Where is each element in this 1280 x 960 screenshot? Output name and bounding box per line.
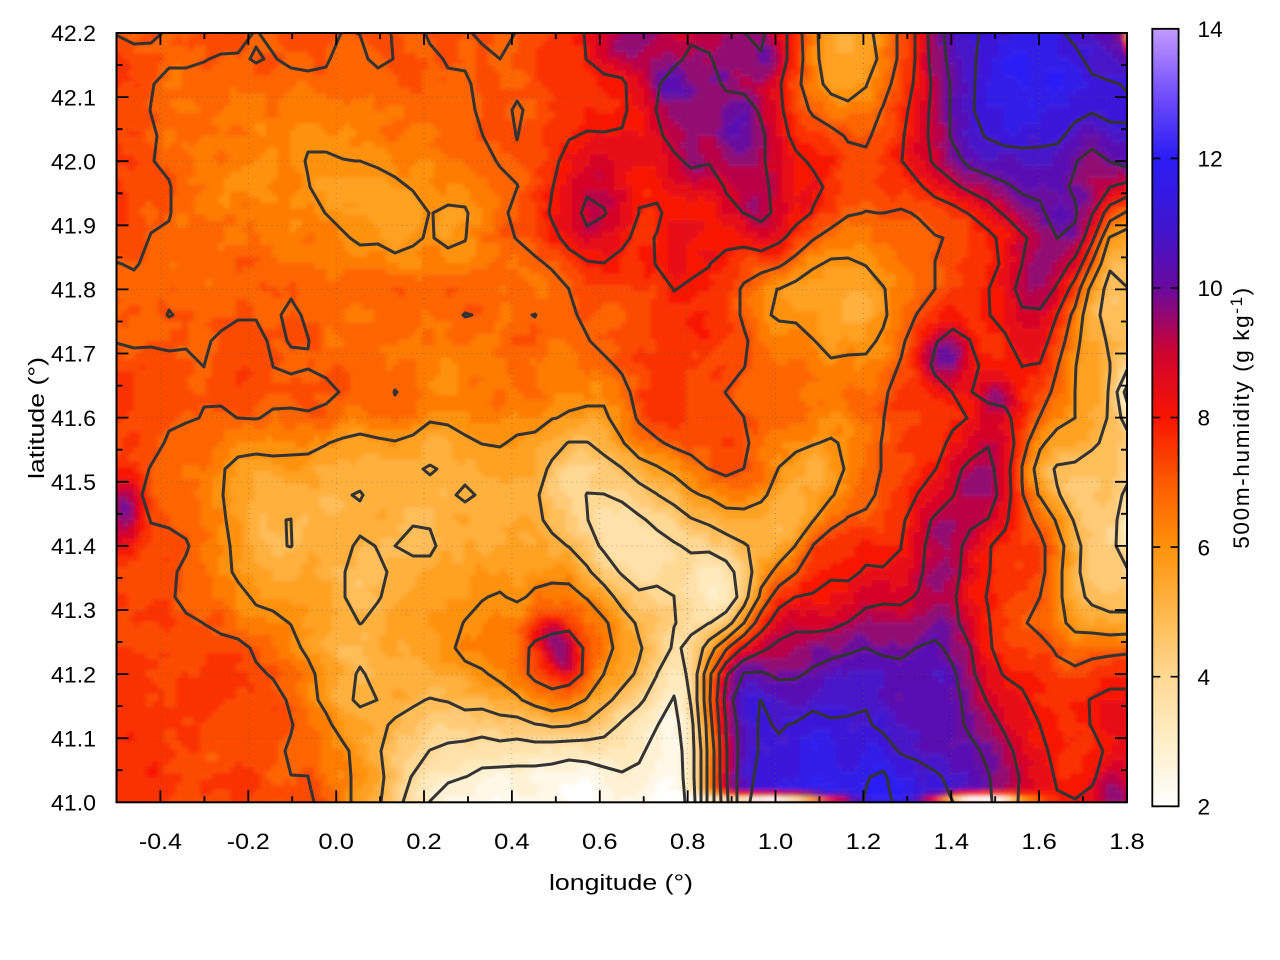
- svg-text:0.2: 0.2: [406, 829, 442, 854]
- svg-text:42.0: 42.0: [51, 149, 96, 174]
- svg-text:0.4: 0.4: [494, 829, 530, 854]
- svg-text:41.2: 41.2: [51, 662, 96, 687]
- svg-text:42.2: 42.2: [51, 21, 96, 46]
- svg-text:41.3: 41.3: [51, 598, 96, 623]
- svg-text:1.6: 1.6: [1021, 829, 1057, 854]
- svg-text:41.0: 41.0: [51, 791, 96, 816]
- svg-text:41.9: 41.9: [51, 214, 96, 239]
- svg-text:12: 12: [1198, 147, 1223, 172]
- svg-text:1.2: 1.2: [846, 829, 882, 854]
- svg-text:0.8: 0.8: [670, 829, 706, 854]
- svg-text:-0.2: -0.2: [227, 829, 270, 854]
- svg-text:41.8: 41.8: [51, 278, 96, 303]
- svg-text:4: 4: [1198, 665, 1211, 690]
- svg-text:2: 2: [1198, 795, 1211, 820]
- svg-text:1.4: 1.4: [934, 829, 970, 854]
- svg-text:6: 6: [1198, 535, 1211, 560]
- svg-text:8: 8: [1198, 406, 1211, 431]
- svg-text:41.5: 41.5: [51, 470, 96, 495]
- svg-text:14: 14: [1198, 17, 1223, 42]
- svg-text:41.7: 41.7: [51, 342, 96, 367]
- svg-text:latitude (°): latitude (°): [24, 357, 49, 479]
- svg-text:0.0: 0.0: [318, 829, 354, 854]
- svg-text:42.1: 42.1: [51, 85, 96, 110]
- svg-text:0.6: 0.6: [582, 829, 618, 854]
- svg-text:1.8: 1.8: [1109, 829, 1145, 854]
- svg-text:1.0: 1.0: [758, 829, 794, 854]
- svg-text:41.4: 41.4: [51, 534, 96, 559]
- svg-text:10: 10: [1198, 276, 1223, 301]
- svg-text:41.6: 41.6: [51, 406, 96, 431]
- svg-text:500m-humidity (g kg-1): 500m-humidity (g kg-1): [1227, 286, 1254, 549]
- svg-text:41.1: 41.1: [51, 726, 96, 751]
- svg-text:longitude (°): longitude (°): [549, 870, 693, 895]
- svg-text:-0.4: -0.4: [139, 829, 182, 854]
